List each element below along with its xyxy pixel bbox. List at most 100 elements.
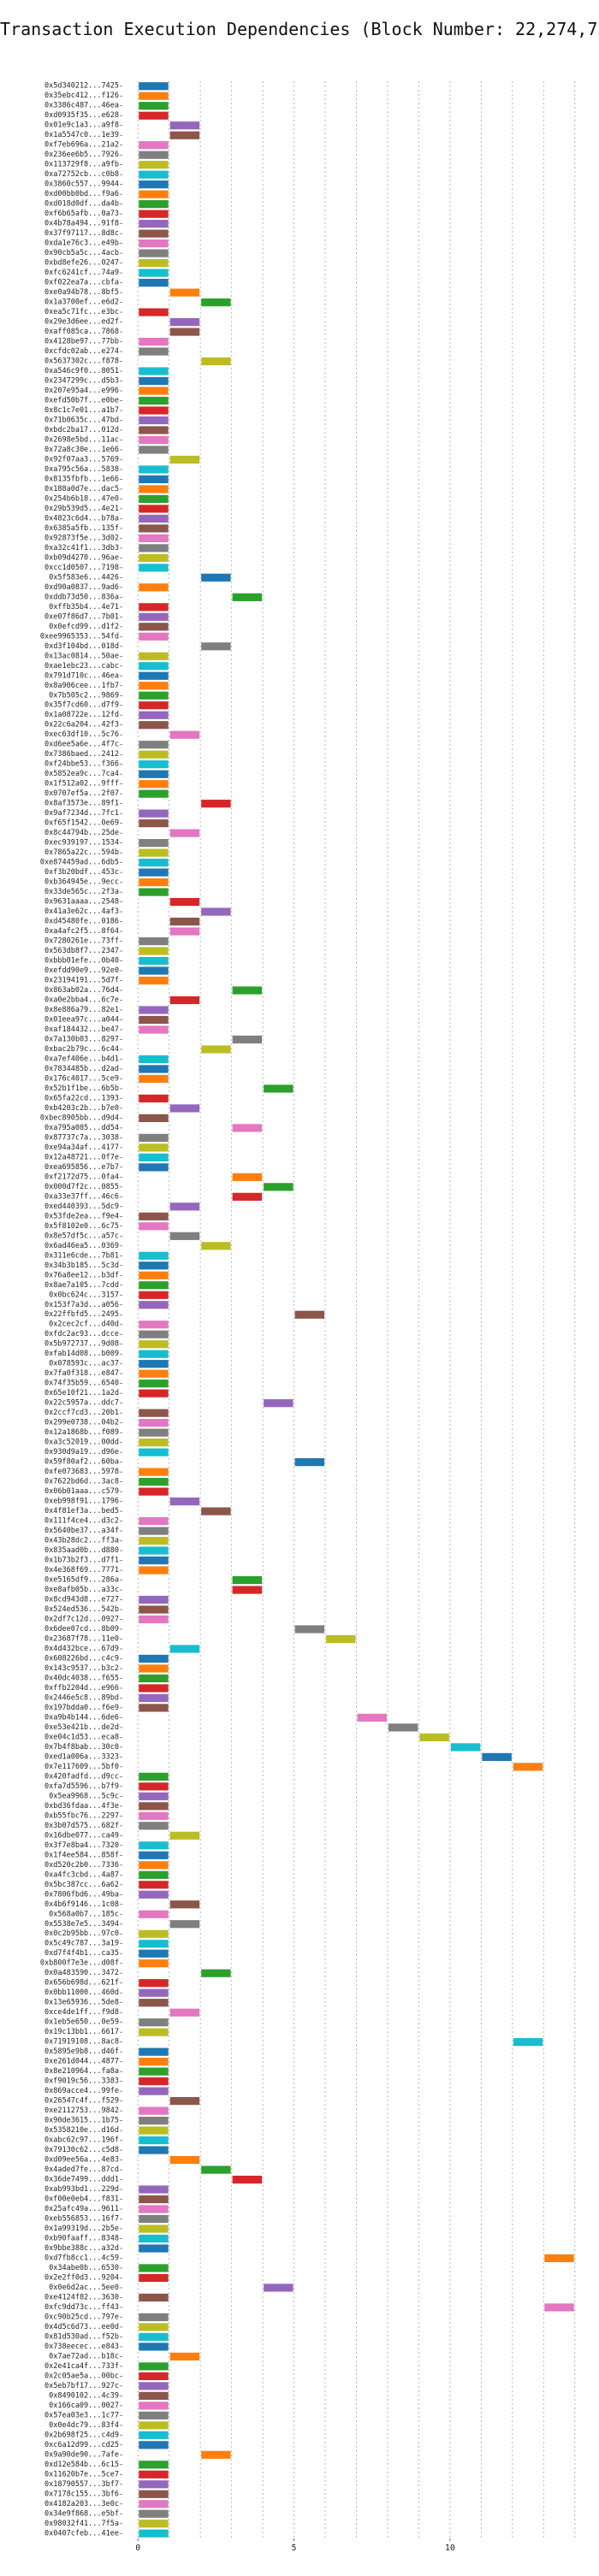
y-tick-label: 0x7865a22c...594b (44, 848, 119, 857)
bar (139, 1674, 169, 1683)
y-tick-label: 0xd7f4f4b1...ca35 (44, 1949, 119, 1958)
y-tick-label: 0xd09ee56a...4e83 (44, 2156, 119, 2165)
y-tick-label: 0xd3f104bd...018d (44, 642, 119, 651)
bar (139, 750, 169, 759)
y-tick-label: 0x4128be97...77bb (44, 338, 119, 346)
y-tick-label: 0x153f7a3d...a056 (44, 1301, 119, 1309)
bar (139, 534, 169, 542)
bar (544, 2254, 574, 2263)
bar (139, 220, 169, 228)
y-tick-label: 0x1a08722e...12fd (44, 711, 119, 719)
y-tick-label: 0x2698e5bd...11ac (44, 435, 119, 444)
y-tick-label: 0xf6b65afb...0a73 (44, 210, 119, 218)
bar (201, 357, 231, 366)
bar (139, 1861, 169, 1870)
bar (139, 976, 169, 985)
y-tick-label: 0x92873f5e...3d02 (44, 534, 119, 542)
bar (139, 956, 169, 966)
y-tick-label: 0x98032f41...7f5a (44, 2520, 119, 2528)
bar (139, 936, 169, 946)
y-tick-label: 0x36de7499...ddd1 (44, 2176, 119, 2184)
bar (139, 701, 169, 710)
bar (139, 1143, 169, 1152)
bar (232, 1124, 263, 1132)
y-tick-label: 0xd90a0837...9ad6 (44, 583, 119, 592)
y-tick-label: 0xb55fbc76...2297 (44, 1811, 119, 1820)
bar (139, 1949, 169, 1958)
bar (139, 2116, 169, 2125)
y-tick-label: 0x236ee6b5...7926 (44, 151, 119, 159)
bar (139, 1851, 169, 1859)
y-tick-label: 0x608226bd...c4c9 (44, 1654, 119, 1663)
bar (139, 180, 169, 189)
y-tick-label: 0x6dee07cd...8b09 (44, 1625, 119, 1634)
bar (294, 1458, 325, 1467)
bar (139, 583, 169, 592)
bar (139, 671, 169, 680)
bar (139, 2273, 169, 2283)
y-tick-label: 0x65e10f21...1a2d (44, 1389, 119, 1397)
y-tick-label: 0x5358210e...d16d (44, 2126, 119, 2135)
y-tick-label: 0x5b972737...9d08 (44, 1340, 119, 1349)
y-tick-label: 0x29e3d6ee...ed2f (44, 318, 119, 327)
y-tick-label: 0x34e9f868...e5bf (44, 2509, 119, 2518)
y-tick-label: 0x35f7cd60...d7f9 (44, 701, 119, 710)
bar (139, 1212, 169, 1220)
y-tick-label: 0xe94a34af...4177 (44, 1143, 119, 1152)
bar (139, 2126, 169, 2135)
y-tick-label: 0x40dc4038...f655 (44, 1674, 119, 1682)
bar (139, 2382, 169, 2390)
bar (232, 1192, 263, 1201)
bar (139, 1910, 169, 1918)
bar (139, 2234, 169, 2243)
bar (139, 308, 169, 316)
bar (139, 2480, 169, 2489)
y-tick-label: 0x26547c4f...f529 (44, 2097, 119, 2106)
bar (169, 730, 200, 739)
y-tick-label: 0x3b07d575...682f (44, 1822, 119, 1830)
bar (139, 2195, 169, 2204)
bar (169, 1497, 200, 1506)
y-tick-label: 0x2ccf7cd3...20b1 (44, 1409, 119, 1417)
bar (139, 396, 169, 405)
bar (139, 691, 169, 700)
y-tick-label: 0x25afc49a...9611 (44, 2205, 119, 2213)
y-tick-label: 0x71b0635c...47bd (44, 416, 119, 424)
bar (139, 2244, 169, 2253)
y-tick-label: 0x1eb5e650...0e59 (44, 2018, 119, 2027)
bar (169, 927, 200, 936)
y-tick-label: 0x7178c155...3bf6 (44, 2490, 119, 2498)
y-tick-label: 0x0bc624c...3157 (49, 1291, 119, 1299)
y-tick-label: 0xf24bbe53...f366 (44, 760, 119, 769)
y-tick-label: 0xf9019c56...3383 (44, 2077, 119, 2086)
y-tick-label: 0xea695856...e7b7 (44, 1163, 119, 1172)
bar (139, 1369, 169, 1378)
y-tick-label: 0xffb35b4...4e71 (49, 603, 119, 612)
y-tick-label: 0x76a8ee12...b3df (44, 1271, 119, 1279)
x-tick-label: 0 (135, 2544, 140, 2553)
y-tick-label: 0xda1e76c3...e49b (44, 239, 119, 248)
bar (201, 642, 231, 651)
y-tick-label: 0x311e6cde...7b81 (44, 1251, 119, 1260)
y-tick-label: 0x4b6f9146...1c08 (44, 1900, 119, 1909)
bar (139, 102, 169, 110)
y-tick-label: 0x0efcd99...d1f2 (49, 623, 119, 631)
y-tick-label: 0x35ebc412...f126 (44, 92, 119, 100)
y-tick-label: 0x2df7c12d...0927 (44, 1615, 119, 1623)
bar (139, 947, 169, 955)
bar (139, 435, 169, 445)
y-tick-label: 0xaf184432...be47 (44, 1025, 119, 1034)
bar (139, 711, 169, 719)
y-tick-label: 0xc6a12d99...cd25 (44, 2441, 119, 2449)
y-tick-label: 0x5c49c787...3a19 (44, 1940, 119, 1948)
bar (139, 1350, 169, 1358)
y-tick-label: 0x113729f8...a9fb (44, 161, 119, 169)
y-tick-label: 0xddb73d50...836a (44, 593, 119, 601)
bar (139, 1556, 169, 1565)
y-tick-label: 0xae1ebc23...cabc (44, 662, 119, 671)
bar (201, 1969, 231, 1977)
y-tick-label: 0xf3b20bdf...453c (44, 868, 119, 877)
y-tick-label: 0x656b698d...621f (44, 1979, 119, 1988)
y-tick-label: 0xea5c71fc...e3bc (44, 308, 119, 316)
y-tick-label: 0x3f7e8ba4...7320 (44, 1841, 119, 1850)
